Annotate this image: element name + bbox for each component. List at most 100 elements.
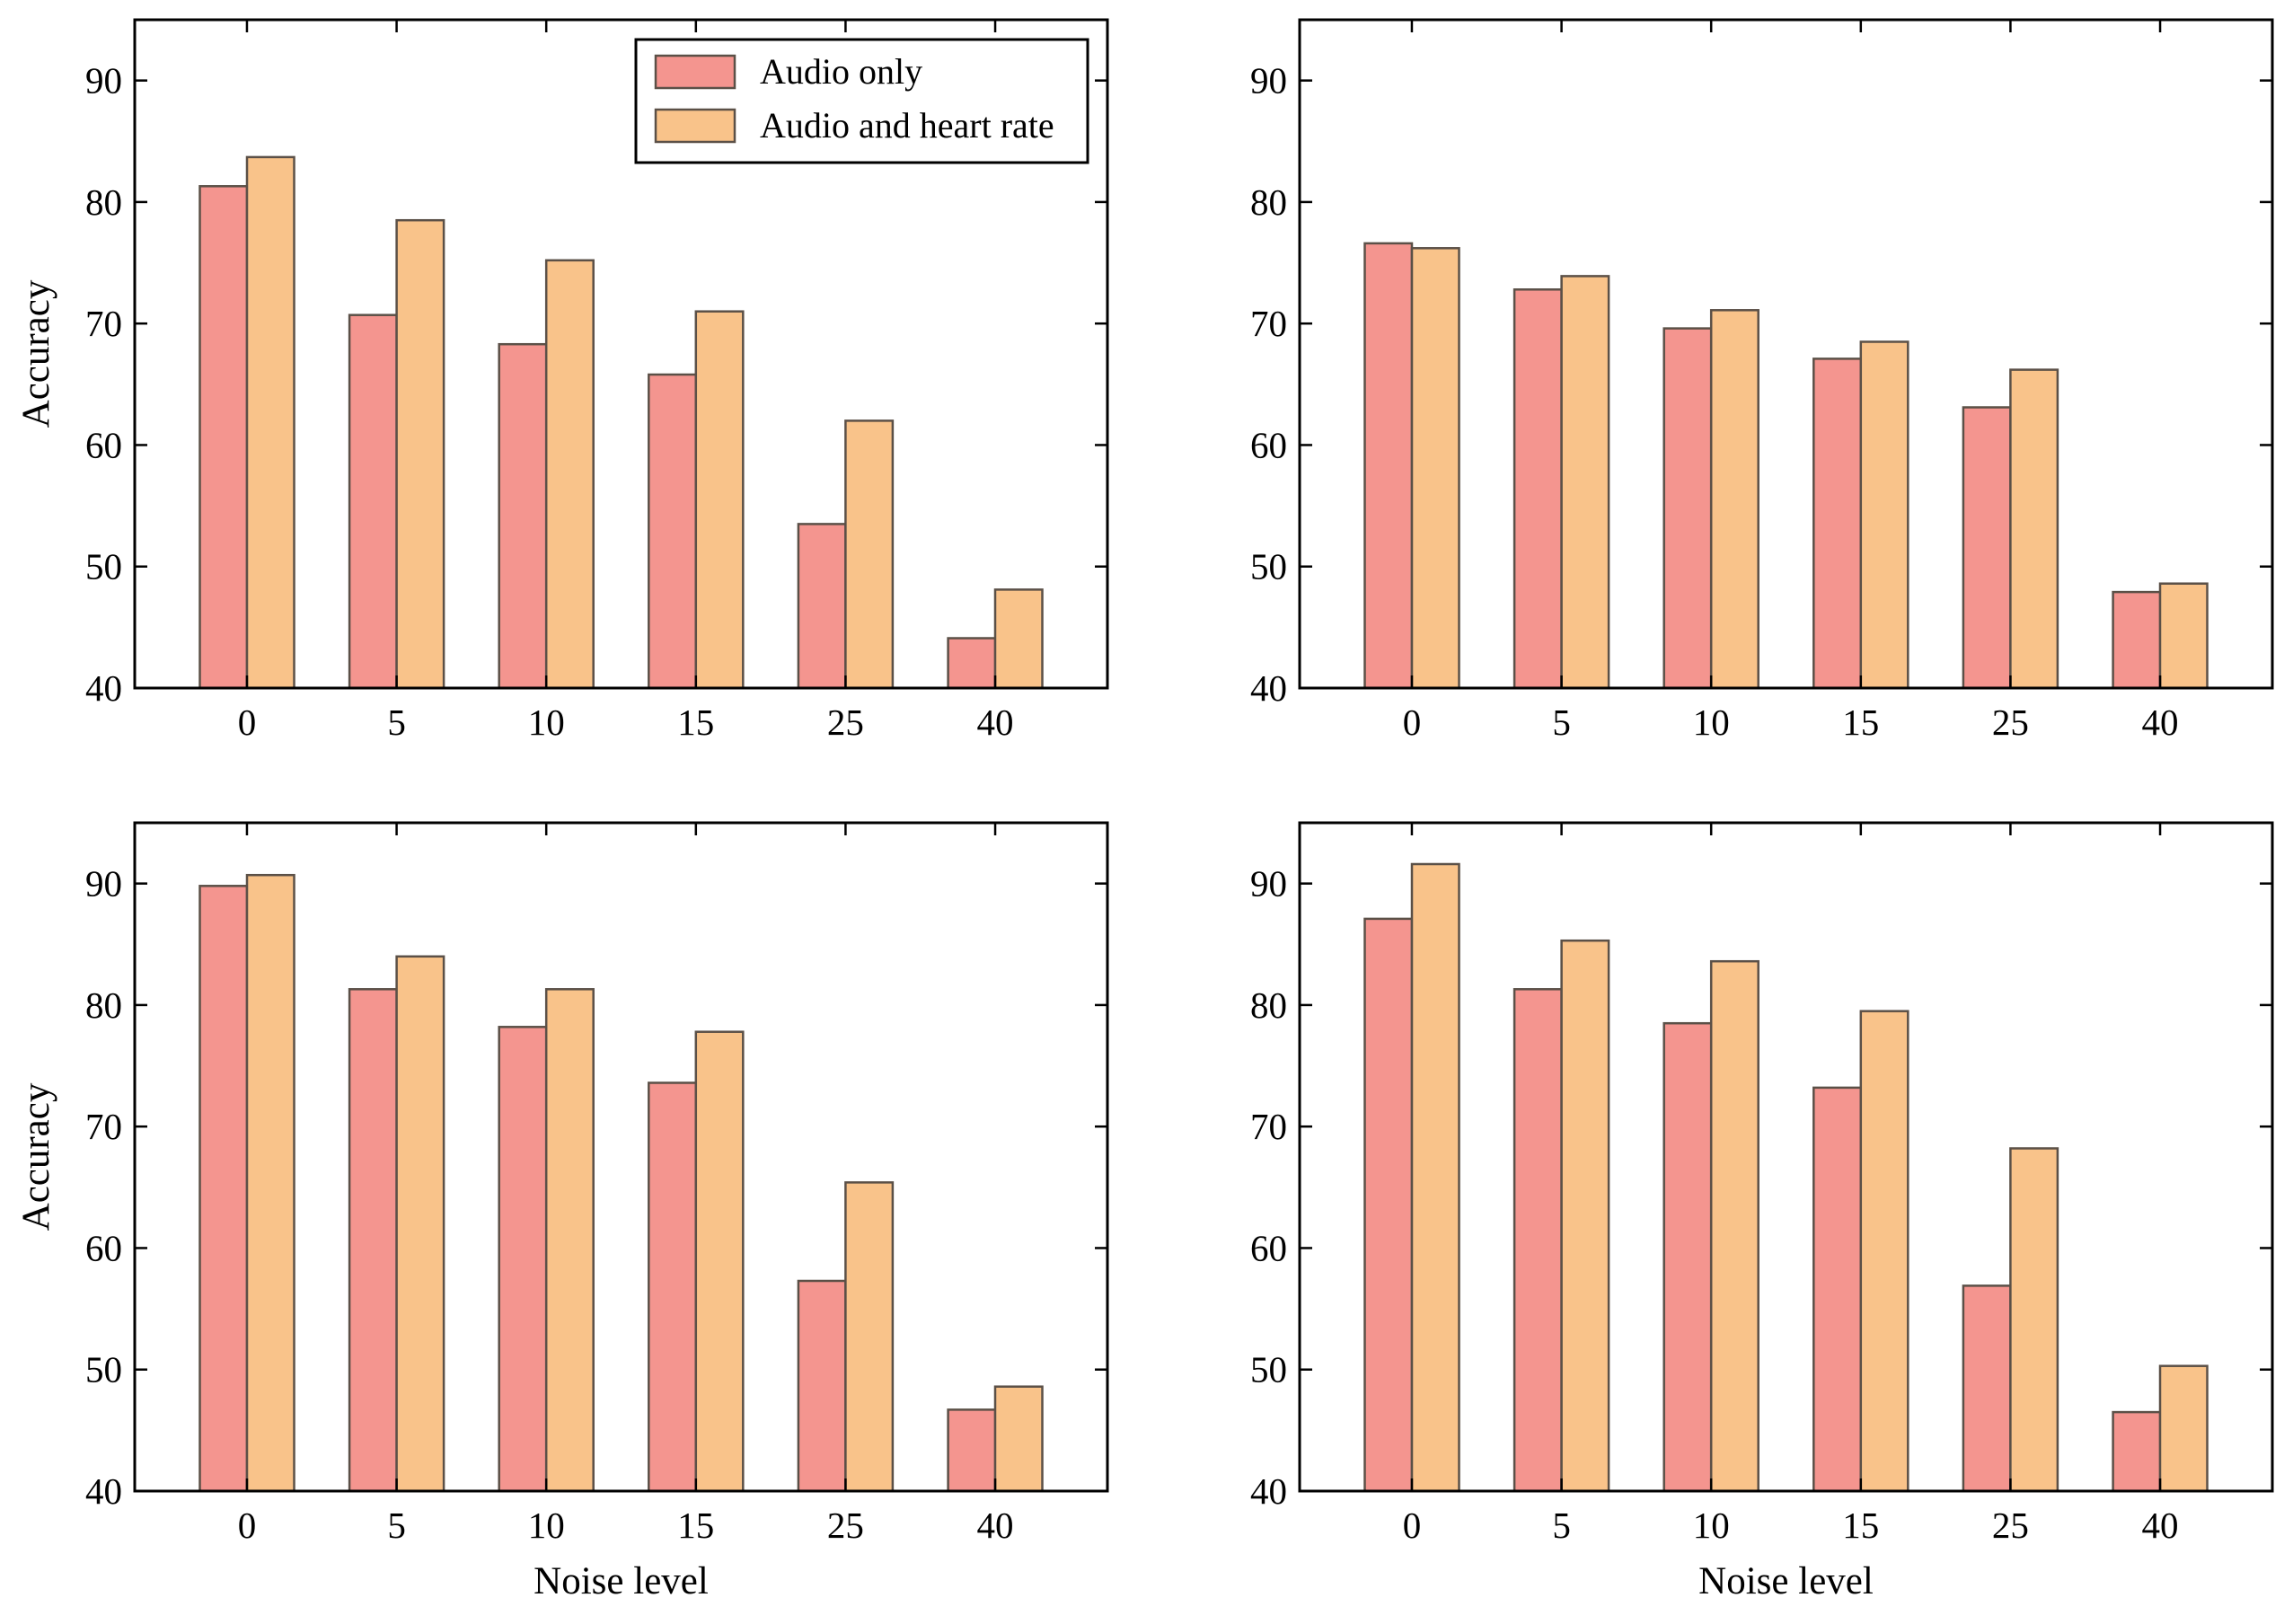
x-tick-label: 0 xyxy=(238,1505,257,1546)
bar-audio-only-25 xyxy=(1962,406,2012,690)
x-tick-label: 25 xyxy=(827,702,864,743)
bar-audio-heart-rate-5 xyxy=(395,955,445,1493)
x-tick-label: 15 xyxy=(1842,702,1879,743)
y-tick-label: 70 xyxy=(85,303,122,344)
y-tick-label: 90 xyxy=(85,863,122,905)
plot-frame xyxy=(1298,18,2274,690)
y-tick-label: 70 xyxy=(85,1106,122,1147)
bar-audio-heart-rate-25 xyxy=(844,1181,895,1493)
bar-audio-only-40 xyxy=(2112,1410,2162,1493)
bar-audio-heart-rate-5 xyxy=(1560,939,1610,1493)
bar-audio-only-15 xyxy=(648,1081,698,1493)
chart-panel-3: 40 50 60 70 80 90 0 5 10 15 25 40 Accuracy Noise leve… xyxy=(15,821,1109,1602)
bar-audio-heart-rate-10 xyxy=(544,259,595,690)
bar-audio-heart-rate-25 xyxy=(2009,368,2059,690)
plot-frame xyxy=(133,18,1109,690)
y-axis-label: Accuracy xyxy=(15,1082,57,1231)
x-tick-label: 10 xyxy=(1693,702,1730,743)
bar-audio-only-10 xyxy=(1662,327,1713,690)
bar-audio-only-0 xyxy=(198,185,249,690)
bar-audio-only-0 xyxy=(1363,242,1414,690)
bar-audio-only-5 xyxy=(1512,288,1563,690)
bar-audio-only-25 xyxy=(797,523,847,690)
x-axis-label: Noise level xyxy=(1698,1560,1874,1602)
legend: Audio only Audio and heart rate xyxy=(634,38,1089,164)
bar-audio-only-15 xyxy=(1812,357,1863,690)
bar-audio-only-5 xyxy=(348,988,398,1493)
y-axis-label: Accuracy xyxy=(15,279,57,428)
x-tick-label: 15 xyxy=(1842,1505,1879,1546)
y-tick-label: 40 xyxy=(85,1470,122,1512)
x-tick-label: 40 xyxy=(2142,702,2179,743)
x-tick-label: 15 xyxy=(677,702,714,743)
bar-audio-heart-rate-25 xyxy=(844,419,895,690)
x-tick-label: 5 xyxy=(1552,1505,1571,1546)
y-tick-label: 60 xyxy=(1250,1227,1287,1268)
bar-audio-only-40 xyxy=(947,1408,997,1493)
plot-frame xyxy=(133,821,1109,1493)
x-tick-label: 25 xyxy=(1992,702,2029,743)
bar-audio-only-15 xyxy=(648,373,698,690)
chart-panel-4: 40 50 60 70 80 90 0 5 10 15 25 40 Noise level xyxy=(1250,821,2274,1602)
x-tick-label: 40 xyxy=(977,702,1014,743)
x-tick-label: 5 xyxy=(387,1505,406,1546)
x-tick-label: 40 xyxy=(977,1505,1014,1546)
x-tick-label: 10 xyxy=(1693,1505,1730,1546)
y-tick-label: 40 xyxy=(1250,1470,1287,1512)
y-tick-label: 90 xyxy=(85,60,122,102)
x-tick-label: 0 xyxy=(1403,1505,1422,1546)
legend-label-audio-heart-rate: Audio and heart rate xyxy=(760,105,1054,146)
legend-swatch-audio-only xyxy=(654,54,736,90)
x-tick-label: 25 xyxy=(1992,1505,2029,1546)
x-tick-label: 0 xyxy=(1403,702,1422,743)
bar-audio-heart-rate-15 xyxy=(1859,1010,1909,1493)
bar-audio-heart-rate-0 xyxy=(245,873,295,1493)
y-tick-label: 70 xyxy=(1250,1106,1287,1147)
y-tick-label: 50 xyxy=(1250,546,1287,587)
bar-audio-only-15 xyxy=(1812,1086,1863,1493)
y-tick-label: 60 xyxy=(85,1227,122,1268)
y-tick-label: 50 xyxy=(85,546,122,587)
bar-audio-heart-rate-0 xyxy=(1410,247,1460,690)
bar-audio-heart-rate-10 xyxy=(1709,959,1759,1493)
y-tick-label: 80 xyxy=(1250,181,1287,223)
legend-swatch-audio-heart-rate xyxy=(654,108,736,144)
bar-audio-heart-rate-15 xyxy=(694,310,745,690)
y-tick-label: 40 xyxy=(1250,667,1287,709)
y-tick-label: 70 xyxy=(1250,303,1287,344)
y-tick-label: 90 xyxy=(1250,863,1287,905)
bar-audio-heart-rate-10 xyxy=(544,988,595,1493)
x-tick-label: 10 xyxy=(528,702,565,743)
bar-audio-only-40 xyxy=(2112,590,2162,690)
bar-audio-heart-rate-0 xyxy=(1410,862,1460,1493)
x-tick-label: 0 xyxy=(238,702,257,743)
bar-audio-only-0 xyxy=(198,885,249,1493)
y-tick-label: 80 xyxy=(85,181,122,223)
bar-audio-heart-rate-10 xyxy=(1709,309,1759,690)
bar-audio-only-10 xyxy=(498,1026,548,1493)
bar-audio-only-10 xyxy=(498,342,548,690)
x-axis-label: Noise level xyxy=(534,1560,709,1602)
y-tick-label: 50 xyxy=(1250,1349,1287,1390)
chart-panel-2: 40 50 60 70 80 90 0 5 10 15 25 40 xyxy=(1250,18,2274,743)
y-tick-label: 60 xyxy=(1250,424,1287,465)
bar-audio-heart-rate-25 xyxy=(2009,1147,2059,1493)
y-tick-label: 40 xyxy=(85,667,122,709)
legend-label-audio-only: Audio only xyxy=(760,51,922,92)
y-tick-label: 90 xyxy=(1250,60,1287,102)
bar-audio-only-25 xyxy=(1962,1284,2012,1493)
x-tick-label: 5 xyxy=(1552,702,1571,743)
x-tick-label: 25 xyxy=(827,1505,864,1546)
bar-audio-only-0 xyxy=(1363,917,1414,1493)
x-tick-label: 40 xyxy=(2142,1505,2179,1546)
bar-audio-only-25 xyxy=(797,1279,847,1493)
chart-panel-1: 40 50 60 70 80 90 0 5 10 15 25 40 Accuracy Audio only… xyxy=(15,18,1109,743)
bar-audio-heart-rate-40 xyxy=(993,1385,1044,1493)
bar-audio-heart-rate-5 xyxy=(1560,275,1610,690)
y-tick-label: 80 xyxy=(85,984,122,1026)
bar-audio-heart-rate-15 xyxy=(1859,340,1909,690)
y-tick-label: 50 xyxy=(85,1349,122,1390)
bar-audio-only-10 xyxy=(1662,1021,1713,1493)
x-tick-label: 15 xyxy=(677,1505,714,1546)
